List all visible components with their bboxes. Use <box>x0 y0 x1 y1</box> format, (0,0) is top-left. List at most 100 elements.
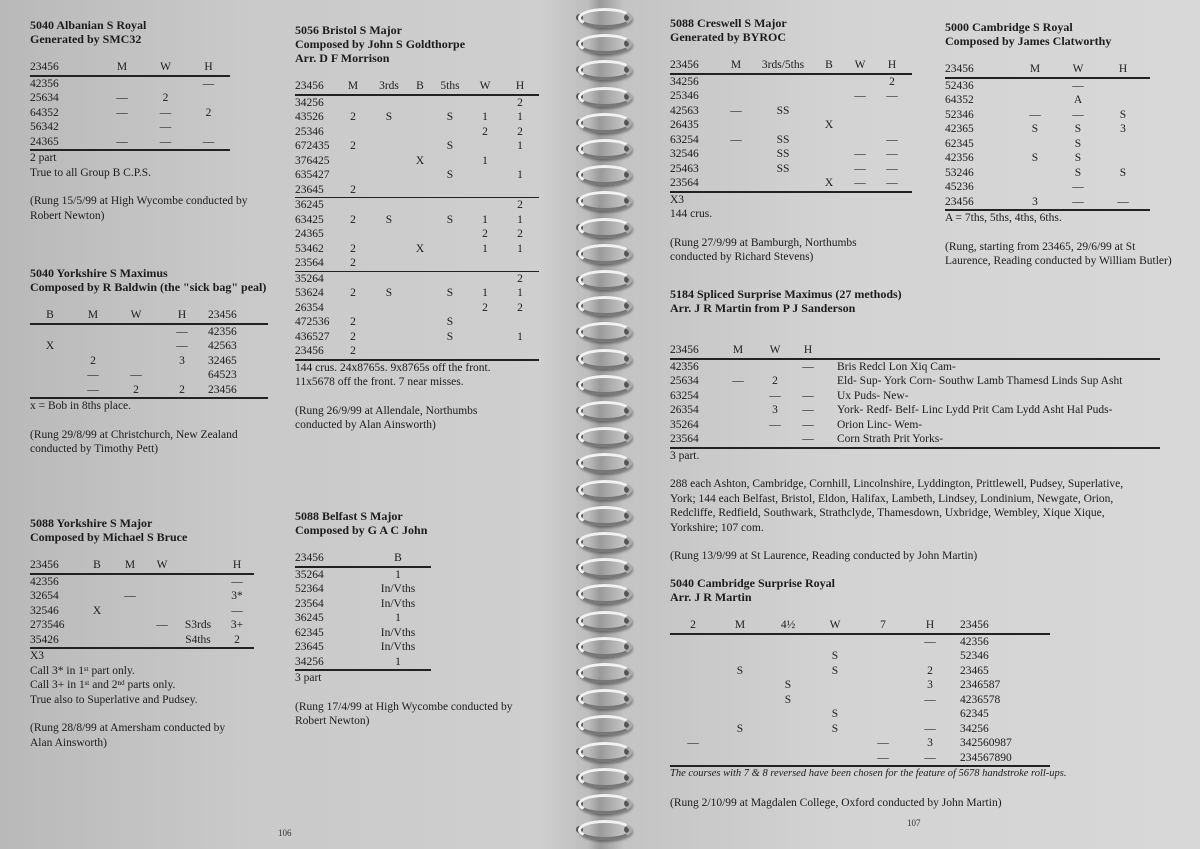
table-cell: — <box>769 418 781 431</box>
table-cell: 3 <box>927 737 933 749</box>
table-cell: S <box>385 213 393 226</box>
table-cell <box>337 227 369 242</box>
table-cell: 273546 <box>30 619 65 631</box>
table-cell: 1 <box>517 287 523 299</box>
composition-title: 5056 Bristol S Major <box>295 23 402 37</box>
table-cell: S <box>784 679 792 691</box>
composition-credit: Composed by John S Goldthorpe <box>295 37 466 51</box>
table-cell: York- Redf- Belf- Linc Lydd Prit Cam Lyd… <box>837 404 1113 416</box>
table-cell: — <box>1072 108 1084 121</box>
table-cell <box>409 286 431 301</box>
table-cell: 42563 <box>208 340 237 352</box>
table-cell: — <box>730 133 742 146</box>
table-row: 42356 — <box>30 574 254 590</box>
table-cell <box>501 182 539 198</box>
table-row: 376425 X 1 <box>295 154 539 169</box>
table-cell: — <box>159 106 172 119</box>
table-cell: 672435 <box>295 140 330 152</box>
table-cell <box>431 227 469 242</box>
table-cell <box>337 95 369 111</box>
table-cell: 3 <box>772 404 778 416</box>
table-cell <box>369 315 409 330</box>
table-cell: 3+ <box>230 619 244 631</box>
column-header: H <box>501 79 539 96</box>
table-cell <box>716 678 764 693</box>
column-header: 23456 <box>670 343 720 360</box>
table-cell: 62345 <box>945 137 974 150</box>
table-row: 672435 2 S 1 <box>295 139 539 154</box>
composition-credit: Composed by R Baldwin (the "sick bag" pe… <box>30 280 267 294</box>
table-cell <box>858 693 908 708</box>
table-cell <box>872 104 912 119</box>
table-cell: 42356 <box>208 325 237 338</box>
table-cell <box>337 154 369 169</box>
table-cell: 1 <box>482 287 488 299</box>
table-cell: — <box>202 77 215 90</box>
table-row: 25634 — 2 Eld- Sup- York Corn- Southw Lamb … <box>670 374 1160 389</box>
composition-note: 3 part <box>295 672 322 684</box>
table-cell <box>1010 180 1060 195</box>
table-cell: 42365 <box>945 123 974 135</box>
table-cell <box>82 589 112 604</box>
table-cell: 342560987 <box>960 737 1012 749</box>
table-cell: 2 <box>350 111 356 123</box>
table-cell <box>431 271 469 286</box>
table-cell: — <box>1060 194 1096 211</box>
table-cell: — <box>802 389 814 402</box>
table-row: 472536 2 S <box>295 315 539 330</box>
table-cell: 1 <box>395 612 401 624</box>
table-cell: 1 <box>517 213 523 226</box>
rung-details: (Rung 27/9/99 at Bamburgh, Northumbs <box>670 236 857 249</box>
table-cell: Eld- Sup- York Corn- Southw Lamb Thamesd… <box>837 375 1123 387</box>
table-row: S S 2 23465 <box>670 664 1050 679</box>
spiral-ring <box>578 243 632 264</box>
table-cell <box>716 162 756 177</box>
table-cell <box>720 418 756 433</box>
table-cell <box>764 750 812 767</box>
composition-credit: Arr. J R Martin <box>670 590 752 604</box>
table-cell: 25634 <box>30 92 59 104</box>
column-header: B <box>82 558 112 575</box>
composition-table: 23456 M 3rds B 5ths W H 34256 2 43526 2 S S 1 1 25346 2 2… <box>295 79 539 361</box>
table-row: 32654 — 3* <box>30 589 254 604</box>
table-cell: — <box>87 369 99 381</box>
rung-details: (Rung 29/8/99 at Christchurch, New Zeala… <box>30 428 238 441</box>
column-header: W <box>148 558 176 575</box>
table-cell: — <box>176 325 188 338</box>
spacer <box>30 707 254 721</box>
table-cell: 376425 <box>295 154 330 167</box>
column-header: M <box>337 79 369 96</box>
column-header: B <box>30 308 70 325</box>
table-cell: — <box>854 162 866 175</box>
rung-details: (Rung 17/4/99 at High Wycombe conducted … <box>295 700 513 713</box>
table-cell: 3 <box>179 354 185 367</box>
table-cell: S <box>446 316 454 328</box>
table-cell: 2346587 <box>960 679 1001 691</box>
table-cell <box>764 664 812 679</box>
table-cell <box>756 432 794 449</box>
table-cell <box>812 736 858 751</box>
column-header: W <box>756 343 794 360</box>
spiral-ring <box>578 820 632 841</box>
table-cell <box>148 632 176 649</box>
table-cell <box>409 330 431 345</box>
table-cell <box>431 301 469 316</box>
table-row: 26354 3 — York- Redf- Belf- Linc Lydd Prit … <box>670 403 1160 418</box>
table-cell <box>670 722 716 737</box>
table-cell <box>1096 180 1150 195</box>
composition-title: 5088 Yorkshire S Major <box>30 516 153 530</box>
table-cell: — <box>924 693 936 706</box>
table-cell: — <box>100 134 144 151</box>
table-cell <box>1096 151 1150 166</box>
table-cell: 42356 <box>670 360 699 373</box>
table-cell: 2 <box>350 140 356 152</box>
column-header: 7 <box>858 618 908 635</box>
table-cell: 25634 <box>670 375 699 387</box>
table-cell: — <box>858 750 908 767</box>
table-row: 26435 X <box>670 118 912 133</box>
table-cell: — <box>872 176 912 193</box>
table-row: 36245 1 <box>295 611 431 626</box>
table-cell: 23564 <box>295 597 324 610</box>
table-cell <box>1096 137 1150 152</box>
table-row: 25463 SS — — <box>670 162 912 177</box>
